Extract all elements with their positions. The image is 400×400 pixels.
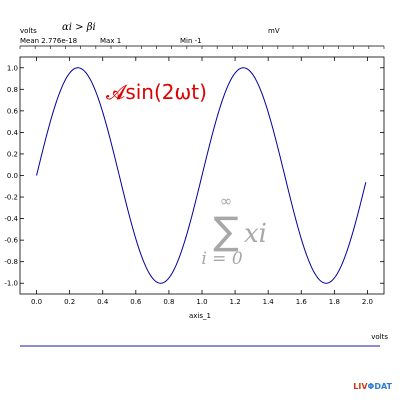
- sum-term: xi: [244, 219, 267, 249]
- sum-symbol: ∑: [213, 209, 239, 253]
- logo-part-2: ΦDAT: [367, 382, 392, 391]
- x-tick-label: 0.8: [163, 298, 174, 306]
- header-left-unit: volts: [20, 27, 37, 35]
- x-tick-label: 0.4: [97, 298, 109, 306]
- y-tick-label: -0.4: [4, 215, 18, 223]
- formula-annotation: 𝓐sin(2ωt): [106, 80, 207, 104]
- y-axis: -1.0 -0.8 -0.6 -0.4 -0.2 0.0 0.2 0.4 0.6 0.8 1.0: [4, 64, 384, 288]
- series-line: [36, 67, 367, 284]
- x-tick-label: 0.0: [31, 298, 42, 306]
- y-tick-label: -0.2: [4, 194, 18, 202]
- logo-part-1: LIV: [353, 382, 368, 391]
- stat-min: Min -1: [180, 37, 202, 45]
- y-tick-label: -0.8: [4, 258, 18, 266]
- x-tick-label: 1.2: [230, 298, 241, 306]
- y-tick-label: 0.6: [7, 107, 19, 115]
- x-axis-title: axis_1: [189, 312, 211, 320]
- header-right-unit: mV: [268, 27, 280, 35]
- series-layer: [36, 67, 367, 284]
- x-axis: 0.0 0.2 0.4 0.6 0.8 1.0 1.2 1.4 1.6 1.8 2.0: [31, 57, 373, 306]
- bottom-panel-unit: volts: [371, 333, 388, 341]
- y-tick-label: 0.0: [7, 172, 18, 180]
- y-tick-label: 0.2: [7, 150, 18, 158]
- x-tick-label: 1.8: [329, 298, 340, 306]
- sum-upper-limit: ∞: [220, 192, 233, 210]
- y-tick-label: 0.4: [7, 129, 19, 137]
- x-tick-label: 1.4: [263, 298, 275, 306]
- stat-mean: Mean 2.776e-18: [20, 37, 78, 45]
- y-tick-label: -0.6: [4, 237, 18, 245]
- stat-max: Max 1: [100, 37, 122, 45]
- x-tick-label: 1.0: [196, 298, 207, 306]
- x-tick-label: 2.0: [362, 298, 373, 306]
- brand-logo: LIVΦDAT: [353, 382, 392, 391]
- header-ticks: [19, 46, 385, 49]
- y-tick-label: 0.8: [7, 86, 18, 94]
- x-tick-label: 0.2: [64, 298, 75, 306]
- x-tick-label: 1.6: [296, 298, 308, 306]
- y-tick-label: 1.0: [7, 64, 18, 72]
- y-tick-label: -1.0: [4, 280, 18, 288]
- sum-lower-limit: i = 0: [201, 249, 242, 269]
- x-tick-label: 0.6: [130, 298, 142, 306]
- header-math-title: αi > βi: [62, 22, 96, 33]
